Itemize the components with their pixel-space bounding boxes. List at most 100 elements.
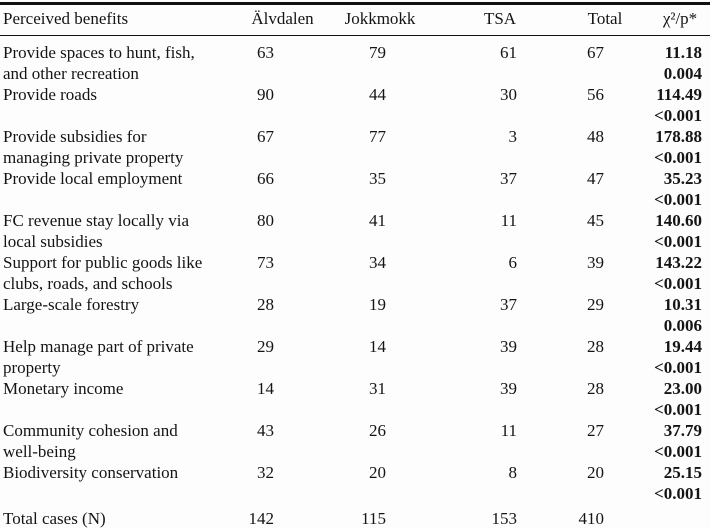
table-row: Provide subsidies for managing private p…	[0, 126, 710, 168]
value-cell: 47	[587, 169, 604, 188]
value-cell: 14	[369, 337, 386, 356]
chi-square-cell: 178.88 <0.001	[650, 126, 710, 168]
chi-square-cell: 11.18 0.004	[650, 36, 710, 85]
p-value: <0.001	[654, 190, 702, 209]
value-cell: 48	[587, 127, 604, 146]
column-header-perceived-benefits: Perceived benefits	[0, 5, 245, 36]
value-cell: 115	[361, 509, 386, 528]
value-cell: 27	[587, 421, 604, 440]
benefit-label-cell: Total cases (N)	[3, 509, 106, 528]
value-cell: 28	[587, 379, 604, 398]
benefit-label-cell: Community cohesion and well-being	[3, 421, 178, 461]
table-header: Perceived benefits Älvdalen Jokkmokk TSA…	[0, 5, 710, 36]
value-cell: 63	[257, 43, 274, 62]
value-cell: 79	[369, 43, 386, 62]
value-cell: 142	[248, 509, 275, 528]
value-cell: 29	[257, 337, 274, 356]
value-cell: 41	[369, 211, 386, 230]
benefit-label-cell: Support for public goods like clubs, roa…	[3, 253, 203, 293]
benefit-label-cell: Provide local employment	[3, 169, 183, 188]
value-cell: 11	[500, 421, 517, 440]
column-header-chi-square-p: χ²/p*	[650, 5, 710, 36]
value-cell: 34	[369, 253, 386, 272]
chi-square-cell	[650, 504, 710, 528]
value-cell: 11	[500, 211, 517, 230]
value-cell: 90	[257, 85, 274, 104]
value-cell: 28	[587, 337, 604, 356]
p-value: <0.001	[654, 442, 702, 461]
chi-square-cell: 25.15 <0.001	[650, 462, 710, 504]
value-cell: 26	[369, 421, 386, 440]
chi-square-value: 23.00	[663, 379, 702, 398]
value-cell: 30	[500, 85, 517, 104]
chi-square-cell: 140.60 <0.001	[650, 210, 710, 252]
p-value: 0.006	[663, 316, 702, 335]
benefit-label-cell: Provide roads	[3, 85, 97, 104]
value-cell: 45	[587, 211, 604, 230]
value-cell: 39	[587, 253, 604, 272]
chi-square-cell: 23.00 <0.001	[650, 378, 710, 420]
table-row: Help manage part of private property 29 14…	[0, 336, 710, 378]
value-cell: 14	[257, 379, 274, 398]
p-value: <0.001	[654, 232, 702, 251]
benefit-label-cell: Biodiversity conservation	[3, 463, 179, 482]
p-value: <0.001	[654, 274, 702, 293]
benefit-label-cell: FC revenue stay locally via local subsid…	[3, 211, 190, 251]
value-cell: 56	[587, 85, 604, 104]
value-cell: 19	[369, 295, 386, 314]
table-row: Provide roads 90 44 30 56 114.49 <0.001	[0, 84, 710, 126]
value-cell: 3	[508, 127, 518, 146]
column-header-alvdalen: Älvdalen	[245, 5, 320, 36]
chi-square-value: 178.88	[655, 127, 702, 146]
chi-square-value: 143.22	[655, 253, 702, 272]
value-cell: 37	[500, 295, 517, 314]
chi-square-value: 10.31	[663, 295, 702, 314]
p-value: <0.001	[654, 358, 702, 377]
value-cell: 29	[587, 295, 604, 314]
table-row: Biodiversity conservation 32 20 8 20 25.15 <0.…	[0, 462, 710, 504]
value-cell: 66	[257, 169, 274, 188]
p-value: <0.001	[654, 484, 702, 503]
value-cell: 8	[508, 463, 518, 482]
chi-square-cell: 143.22 <0.001	[650, 252, 710, 294]
value-cell: 73	[257, 253, 274, 272]
benefit-label-cell: Provide subsidies for managing private p…	[3, 127, 184, 167]
value-cell: 67	[587, 43, 604, 62]
benefit-label-cell: Large-scale forestry	[3, 295, 140, 314]
p-value: <0.001	[654, 106, 702, 125]
column-header-total: Total	[560, 5, 650, 36]
value-cell: 35	[369, 169, 386, 188]
column-header-jokkmokk: Jokkmokk	[320, 5, 440, 36]
table-row: Support for public goods like clubs, roa…	[0, 252, 710, 294]
value-cell: 28	[257, 295, 274, 314]
chi-square-value: 35.23	[663, 169, 702, 188]
table-row: FC revenue stay locally via local subsid…	[0, 210, 710, 252]
p-value: <0.001	[654, 400, 702, 419]
chi-square-value: 25.15	[663, 463, 702, 482]
chi-square-value: 19.44	[663, 337, 702, 356]
value-cell: 37	[500, 169, 517, 188]
value-cell: 67	[257, 127, 274, 146]
value-cell: 39	[500, 379, 517, 398]
value-cell: 153	[491, 509, 518, 528]
table-body: Provide spaces to hunt, fish, and other …	[0, 36, 710, 528]
perceived-benefits-table: Perceived benefits Älvdalen Jokkmokk TSA…	[0, 5, 710, 528]
chi-square-cell: 10.31 0.006	[650, 294, 710, 336]
chi-square-value: 11.18	[664, 43, 702, 62]
chi-square-value: 114.49	[656, 85, 702, 104]
p-value: 0.004	[663, 64, 702, 83]
table-row: Provide local employment 66 35 37 47 35.23 <0.…	[0, 168, 710, 210]
value-cell: 410	[578, 509, 605, 528]
chi-square-value: 140.60	[655, 211, 702, 230]
chi-square-cell: 114.49 <0.001	[650, 84, 710, 126]
table-row: Provide spaces to hunt, fish, and other …	[0, 36, 710, 85]
benefit-label-cell: Provide spaces to hunt, fish, and other …	[3, 43, 195, 83]
table-top-rule	[0, 2, 710, 5]
value-cell: 31	[369, 379, 386, 398]
chi-square-cell: 19.44 <0.001	[650, 336, 710, 378]
column-header-tsa: TSA	[440, 5, 560, 36]
chi-square-value: 37.79	[663, 421, 702, 440]
p-value: <0.001	[654, 148, 702, 167]
value-cell: 20	[369, 463, 386, 482]
table-row: Monetary income 14 31 39 28 23.00 <0.001	[0, 378, 710, 420]
